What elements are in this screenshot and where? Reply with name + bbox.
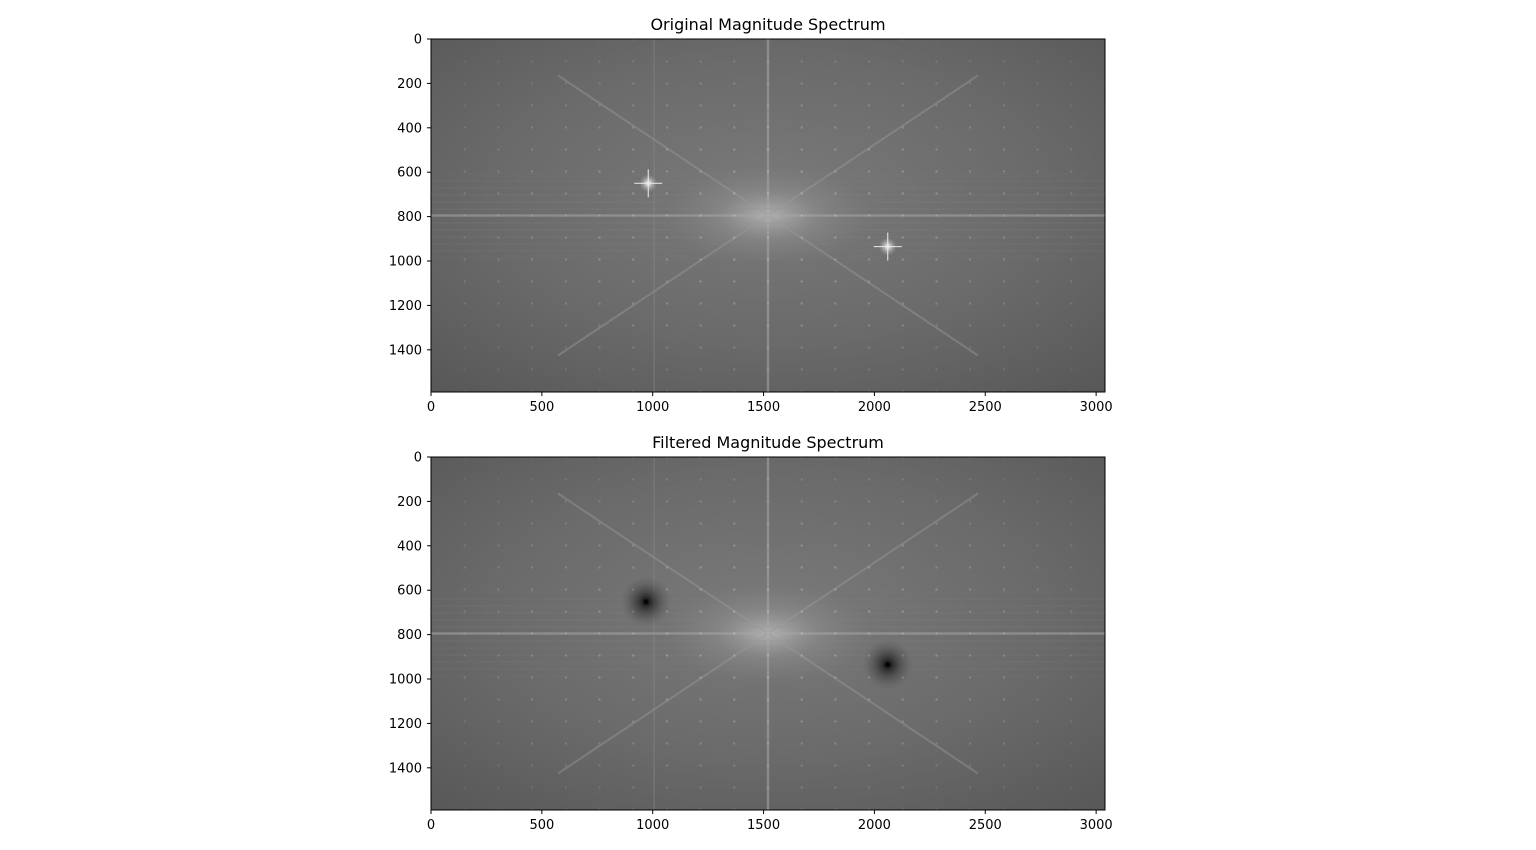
y-tick-label: 200 <box>397 77 422 92</box>
x-tick-label: 2000 <box>858 400 891 415</box>
y-tick-label: 1400 <box>389 761 422 776</box>
x-tick-label: 1500 <box>747 818 780 833</box>
y-tick-label: 400 <box>397 121 422 136</box>
y-tick-label: 600 <box>397 166 422 181</box>
y-tick-label: 200 <box>397 495 422 510</box>
x-tick-label: 1500 <box>747 400 780 415</box>
y-tick-label: 0 <box>414 33 422 48</box>
x-tick-label: 2500 <box>969 400 1002 415</box>
bright-peak <box>634 169 663 198</box>
x-tick-label: 500 <box>529 818 554 833</box>
chart-filtered-spectrum: 0 500 1000 1500 2000 2500 3000 0 200 400 600 800 100… <box>389 433 1113 833</box>
chart-title: Filtered Magnitude Spectrum <box>652 433 884 452</box>
spectrum-image <box>431 39 1105 392</box>
bright-peak <box>873 232 902 261</box>
x-tick-label: 3000 <box>1080 818 1113 833</box>
y-tick-label: 600 <box>397 584 422 599</box>
x-tick-label: 500 <box>529 400 554 415</box>
y-tick-label: 400 <box>397 539 422 554</box>
y-tick-label: 1400 <box>389 343 422 358</box>
axes-frame <box>430 456 1106 811</box>
y-tick-label: 800 <box>397 628 422 643</box>
x-tick-label: 3000 <box>1080 400 1113 415</box>
y-tick-label: 1000 <box>389 673 422 688</box>
x-tick-label: 0 <box>427 818 435 833</box>
y-tick-label: 1000 <box>389 255 422 270</box>
x-tick-label: 1000 <box>636 818 669 833</box>
chart-original-spectrum: 0 500 1000 1500 2000 2500 3000 0 200 400 600 800 100… <box>389 15 1113 415</box>
x-tick-label: 2500 <box>969 818 1002 833</box>
notch-spot <box>861 638 914 691</box>
axes-frame <box>430 38 1106 393</box>
harmonic-lattice <box>431 457 1105 810</box>
x-tick-label: 2000 <box>858 818 891 833</box>
notch-spot <box>620 575 673 628</box>
y-tick-label: 800 <box>397 210 422 225</box>
y-tick-label: 0 <box>414 451 422 466</box>
chart-title: Original Magnitude Spectrum <box>650 15 885 34</box>
spectrum-image <box>431 457 1105 810</box>
x-tick-label: 1000 <box>636 400 669 415</box>
y-tick-label: 1200 <box>389 717 422 732</box>
y-tick-label: 1200 <box>389 299 422 314</box>
x-tick-label: 0 <box>427 400 435 415</box>
